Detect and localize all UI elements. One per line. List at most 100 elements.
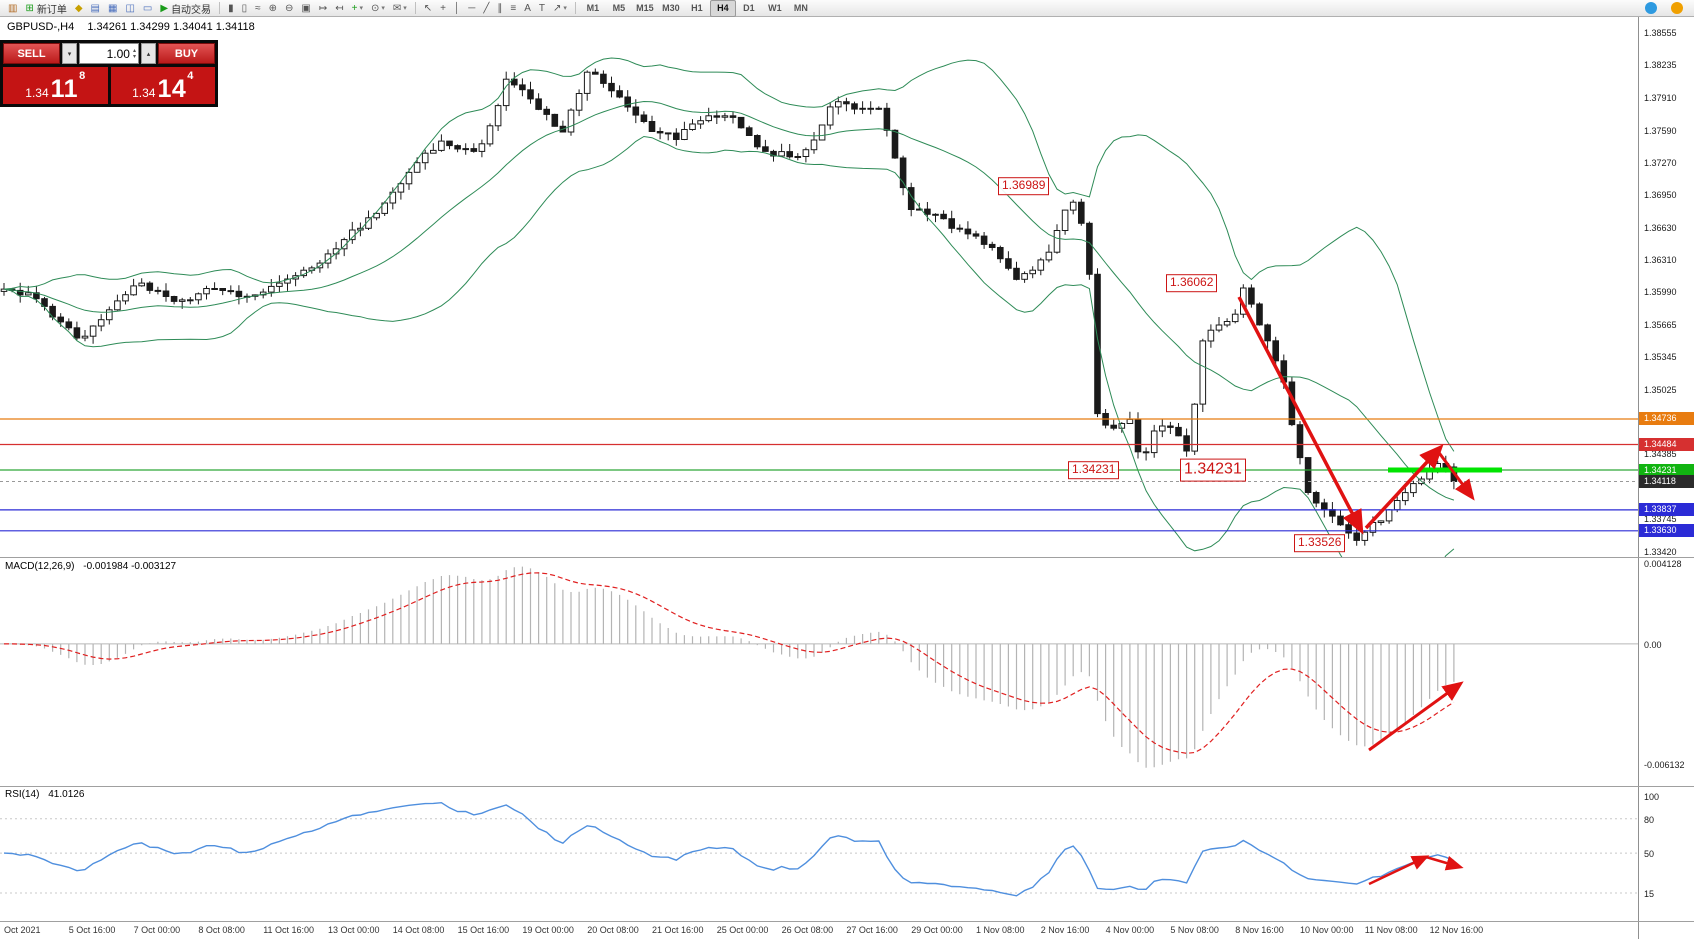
community-button[interactable] bbox=[1638, 0, 1664, 17]
channel-icon: ∥ bbox=[497, 2, 503, 14]
timeframe-button-h4[interactable]: H4 bbox=[709, 0, 736, 17]
price-axis-label: 1.37590 bbox=[1644, 125, 1677, 136]
time-axis-label: 26 Oct 08:00 bbox=[781, 925, 834, 935]
timeframe-button-w1[interactable]: W1 bbox=[768, 3, 782, 13]
price-tag: 1.34484 bbox=[1639, 437, 1694, 451]
price-axis-label: 1.37910 bbox=[1644, 93, 1677, 104]
terminal-button[interactable]: ▭ bbox=[139, 0, 156, 17]
time-axis-label: 2 Nov 16:00 bbox=[1040, 925, 1090, 935]
timeframe-button-d1[interactable]: D1 bbox=[743, 3, 755, 13]
spinner-up-icon[interactable]: ▴ bbox=[132, 47, 136, 54]
volume-step-up-button[interactable]: ▴ bbox=[141, 43, 156, 64]
data-window-button[interactable]: ▦ bbox=[104, 0, 121, 17]
chart-window-icon: ▥ bbox=[8, 2, 18, 14]
chart-shift-icon: ↤ bbox=[335, 2, 344, 14]
volume-input[interactable] bbox=[80, 46, 131, 61]
sell-button[interactable]: SELL bbox=[3, 43, 60, 64]
vertical-line-button[interactable]: │ bbox=[450, 0, 464, 17]
auto-scroll-icon: ↦ bbox=[318, 2, 328, 14]
rsi-line bbox=[3, 801, 1455, 897]
trendline-icon: ╱ bbox=[483, 2, 490, 14]
auto-scroll-button[interactable]: ↦ bbox=[315, 0, 331, 17]
data-window-icon: ▦ bbox=[108, 2, 118, 14]
timeframe-button-m30[interactable]: M30 bbox=[662, 3, 680, 13]
buy-button[interactable]: BUY bbox=[158, 43, 215, 64]
horizontal-line-icon: ─ bbox=[468, 2, 476, 14]
trend-arrow-6[interactable] bbox=[1425, 855, 1464, 871]
sell-price-pips: 11 bbox=[50, 74, 79, 103]
trend-arrow-1[interactable] bbox=[1237, 296, 1364, 535]
timeframe-button-h1[interactable]: H1 bbox=[691, 3, 703, 13]
trend-arrow-4[interactable] bbox=[1368, 681, 1464, 752]
trendline-button[interactable]: ╱ bbox=[479, 0, 493, 17]
volume-spinner[interactable]: ▴ ▾ bbox=[131, 48, 138, 60]
macd-axis-label: -0.006132 bbox=[1644, 760, 1685, 770]
time-axis-label: 29 Oct 00:00 bbox=[911, 925, 963, 935]
current-price-tag: 1.34118 bbox=[1639, 474, 1694, 488]
navigator-button[interactable]: ◫ bbox=[121, 0, 138, 17]
chart-window-button[interactable]: ▥ bbox=[4, 0, 21, 17]
trend-arrow-3[interactable] bbox=[1435, 449, 1475, 501]
timeframe-button-m1[interactable]: M1 bbox=[586, 3, 600, 13]
market-watch-button[interactable]: ▤ bbox=[87, 0, 104, 17]
bollinger-bands bbox=[3, 57, 1455, 557]
macd-axis-label: 0.004128 bbox=[1644, 559, 1682, 569]
alerts-button[interactable] bbox=[1664, 0, 1690, 17]
zoom-in-button[interactable]: ⊕ bbox=[265, 0, 281, 17]
bar-chart-icon: ▮ bbox=[228, 2, 234, 14]
dropdown-caret-icon: ▾ bbox=[381, 5, 385, 12]
fibonacci-button[interactable]: ≡ bbox=[506, 0, 520, 17]
cursor-button[interactable]: ↖ bbox=[420, 0, 436, 17]
time-scale[interactable]: Oct 2021 5 Oct 16:00 7 Oct 00:00 8 Oct 08:0… bbox=[0, 922, 1638, 939]
rsi-label: RSI(14) bbox=[5, 789, 40, 800]
indicators-button[interactable]: + ▾ bbox=[348, 0, 367, 17]
trend-arrow-5[interactable] bbox=[1368, 855, 1430, 886]
timeframe-button-m15[interactable]: M15 bbox=[636, 3, 654, 13]
price-scale[interactable]: 1.38555 1.38235 1.37910 1.37590 1.37270 1.369… bbox=[1639, 17, 1694, 939]
zoom-out-button[interactable]: ⊖ bbox=[281, 0, 297, 17]
channel-button[interactable]: ∥ bbox=[493, 0, 506, 17]
macd-signal-line bbox=[4, 572, 1455, 754]
new-order-button[interactable]: ⊞ 新订单 bbox=[21, 0, 70, 17]
panel-separator[interactable] bbox=[0, 557, 1694, 558]
periods-button[interactable]: ⊙ ▾ bbox=[367, 0, 389, 17]
time-axis-label: 25 Oct 00:00 bbox=[716, 925, 769, 935]
crosshair-button[interactable]: + bbox=[436, 0, 450, 17]
autotrade-button[interactable]: ▶ 自动交易 bbox=[156, 0, 215, 17]
zoom-in-icon: ⊕ bbox=[268, 2, 277, 14]
volume-field: ▴ ▾ bbox=[79, 43, 139, 64]
text-label-button[interactable]: T bbox=[535, 0, 549, 17]
buy-price-panel[interactable]: 1.34 14 4 bbox=[110, 67, 215, 104]
tile-windows-button[interactable]: ▣ bbox=[297, 0, 314, 17]
toolbar-separator bbox=[219, 2, 221, 14]
price-axis-label: 1.36950 bbox=[1644, 190, 1677, 201]
metaeditor-button[interactable]: ◆ bbox=[71, 0, 87, 17]
trend-arrow-2[interactable] bbox=[1364, 444, 1444, 530]
horizontal-line-button[interactable]: ─ bbox=[464, 0, 479, 17]
sell-price-panel[interactable]: 1.34 11 8 bbox=[3, 67, 108, 104]
templates-button[interactable]: ✉ ▾ bbox=[389, 0, 411, 17]
text-icon: A bbox=[524, 2, 531, 14]
cursor-icon: ↖ bbox=[423, 2, 433, 14]
line-chart-button[interactable]: ≈ bbox=[251, 0, 265, 17]
spinner-down-icon[interactable]: ▾ bbox=[132, 53, 136, 60]
chart-shift-button[interactable]: ↤ bbox=[331, 0, 347, 17]
text-button[interactable]: A bbox=[520, 0, 535, 17]
timeframe-button-mn[interactable]: MN bbox=[793, 3, 808, 13]
rsi-axis-label: 50 bbox=[1644, 849, 1655, 860]
one-click-trading-panel: SELL ▾ ▴ ▾ ▴ BUY 1.34 11 8 1.34 14 4 bbox=[0, 40, 218, 107]
bar-chart-button[interactable]: ▮ bbox=[224, 0, 238, 17]
panel-separator[interactable] bbox=[0, 786, 1694, 787]
volume-step-down-button[interactable]: ▾ bbox=[62, 43, 77, 64]
price-axis-label: 1.33420 bbox=[1644, 547, 1677, 557]
dropdown-caret-icon: ▾ bbox=[563, 5, 567, 12]
price-axis-label: 1.35345 bbox=[1644, 352, 1677, 363]
arrows-button[interactable]: ↗ ▾ bbox=[549, 0, 571, 17]
dropdown-caret-icon: ▾ bbox=[359, 5, 363, 12]
buy-price-prefix: 1.34 bbox=[132, 86, 156, 100]
candlestick-chart-button[interactable]: ▯ bbox=[238, 0, 252, 17]
timeframe-button-m5[interactable]: M5 bbox=[612, 3, 626, 13]
time-axis-label: Oct 2021 bbox=[4, 925, 41, 935]
time-axis-label: 19 Oct 00:00 bbox=[522, 925, 574, 935]
